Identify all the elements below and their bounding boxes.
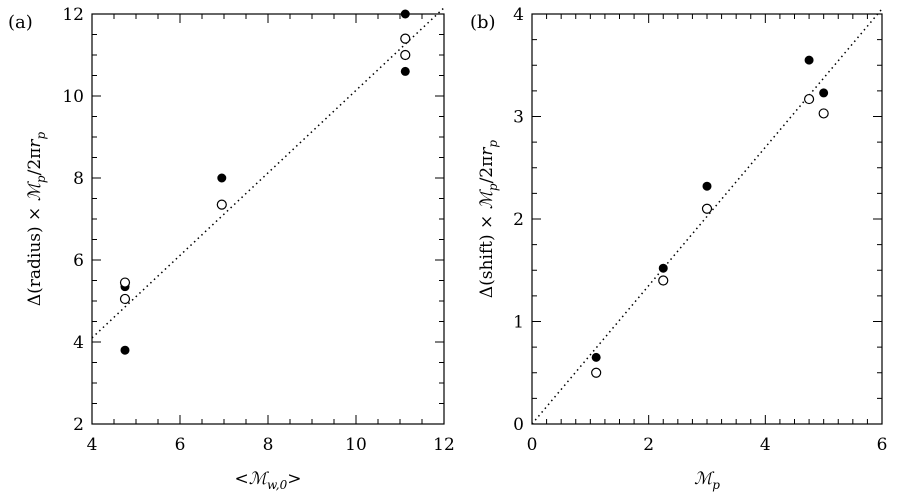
data-point-open	[818, 108, 829, 119]
y-tick-label: 3	[513, 108, 524, 128]
y-tick-label: 12	[62, 5, 84, 25]
x-tick-label: 12	[433, 435, 455, 455]
panel-label: (b)	[470, 12, 496, 33]
x-tick-label: 8	[263, 435, 274, 455]
data-point-open	[400, 49, 411, 61]
x-axis-title: <ℳw,0>	[235, 469, 302, 492]
data-point-filled	[591, 352, 601, 362]
data-point-open	[701, 203, 713, 214]
data-point-filled	[702, 181, 712, 191]
x-axis-title: ℳp	[694, 469, 720, 492]
data-point-filled	[217, 173, 227, 183]
y-axis-title: Δ(radius) × ℳp/2πrp	[25, 132, 48, 307]
y-tick-label: 0	[513, 415, 524, 435]
x-tick-label: 2	[643, 435, 654, 455]
y-tick-label: 1	[513, 313, 524, 333]
y-tick-label: 2	[513, 210, 524, 230]
reference-line	[531, 8, 883, 425]
plot-frame	[91, 13, 445, 425]
data-point-filled	[819, 88, 829, 98]
y-tick-label: 4	[73, 333, 84, 353]
x-tick-label: 6	[877, 435, 888, 455]
data-point-filled	[658, 263, 668, 273]
x-tick-label: 0	[527, 435, 538, 455]
data-point-open	[400, 33, 411, 44]
data-point-open	[216, 199, 227, 210]
x-tick-label: 4	[87, 435, 98, 455]
y-tick-label: 8	[73, 169, 84, 189]
y-tick-label: 2	[73, 415, 84, 435]
panel-b: 0 2 4 6 0 1 2 3 4 (b) ℳp Δ(shift) × ℳp/2πrp	[470, 5, 887, 492]
data-point-filled	[804, 55, 814, 65]
data-point-open	[658, 275, 669, 286]
data-point-filled	[120, 345, 130, 355]
data-point-open	[119, 293, 131, 305]
data-point-filled	[400, 9, 410, 19]
x-tick-label: 4	[760, 435, 771, 455]
y-axis-title: Δ(shift) × ℳp/2πrp	[477, 140, 500, 299]
y-tick-label: 4	[513, 5, 524, 25]
data-point-open	[119, 277, 131, 288]
y-tick-label: 10	[62, 87, 84, 107]
reference-line	[91, 7, 445, 339]
data-point-open	[591, 367, 602, 378]
data-point-filled	[400, 66, 410, 76]
x-tick-label: 6	[175, 435, 186, 455]
x-tick-label: 10	[345, 435, 367, 455]
panel-label: (a)	[8, 12, 33, 33]
y-tick-label: 6	[73, 251, 84, 271]
data-point-open	[803, 93, 815, 105]
